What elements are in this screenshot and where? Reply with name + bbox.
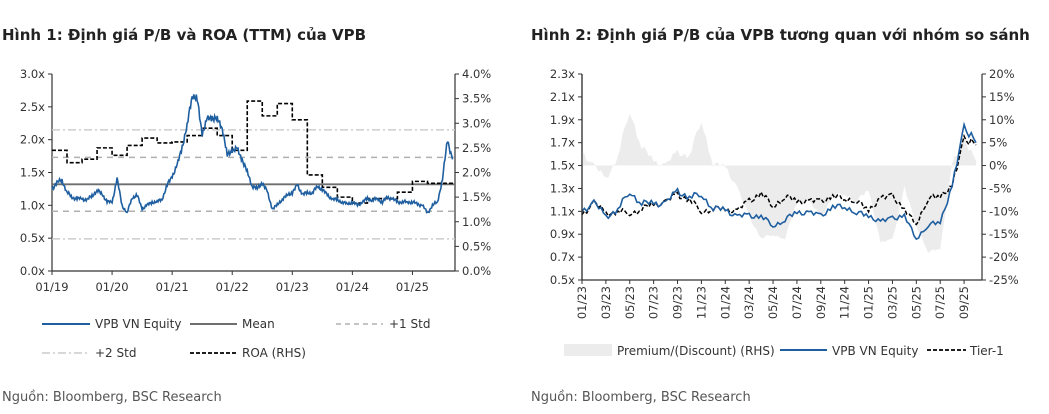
y-tick-label: 0.9x: [550, 227, 575, 241]
legend-label: Mean: [242, 317, 275, 331]
x-tick-label: 07/24: [790, 286, 804, 319]
y2-tick-label: 20%: [989, 67, 1015, 81]
y2-tick-label: 15%: [989, 90, 1015, 104]
legend-label: Tier-1: [969, 344, 1004, 358]
x-tick-label: 03/25: [885, 286, 899, 319]
y-tick-label: 1.1x: [550, 204, 575, 218]
x-tick-label: 05/23: [623, 286, 637, 319]
x-tick-label: 09/25: [957, 286, 971, 319]
x-tick-label: 01/24: [718, 286, 732, 319]
y2-tick-label: -20%: [989, 250, 1019, 264]
y2-tick-label: 10%: [989, 113, 1015, 127]
y2-tick-label: 3.5%: [462, 92, 491, 106]
x-tick-label: 01/24: [336, 280, 369, 294]
y-tick-label: 0.7x: [550, 250, 575, 264]
y2-tick-label: 2.5%: [462, 141, 491, 155]
tier1-line: [581, 133, 977, 226]
x-tick-label: 01/23: [575, 286, 589, 319]
chart2-source: Nguồn: Bloomberg, BSC Research: [531, 390, 751, 405]
y2-tick-label: -15%: [989, 227, 1019, 241]
vpb-pb-line: [581, 121, 977, 241]
y-tick-label: 1.9x: [550, 113, 575, 127]
y-tick-label: 1.7x: [550, 136, 575, 150]
x-tick-label: 01/20: [95, 280, 128, 294]
x-tick-label: 09/23: [671, 286, 685, 319]
x-tick-label: 09/24: [814, 286, 828, 319]
vpb-pb-line: [51, 94, 454, 214]
y2-tick-label: 3.0%: [462, 116, 491, 130]
x-tick-label: 03/23: [599, 286, 613, 319]
y2-tick-label: -10%: [989, 204, 1019, 218]
y-tick-label: 1.0x: [20, 198, 45, 212]
y-tick-label: 3.0x: [20, 67, 45, 81]
y2-tick-label: 5%: [989, 136, 1007, 150]
x-tick-label: 01/25: [862, 286, 876, 319]
chart2: 0.5x 0.7x 0.9x 1.1x 1.3x 1.5x 1.7x 1.9x 2.1x 2.3x…: [550, 67, 1019, 319]
x-tick-label: 01/23: [276, 280, 309, 294]
y2-tick-label: -5%: [989, 181, 1011, 195]
x-tick-label: 01/25: [396, 280, 429, 294]
y-tick-label: 2.5x: [20, 100, 45, 114]
premium-area: [582, 113, 977, 253]
y-tick-label: 0.5x: [20, 231, 45, 245]
y-tick-label: 0.5x: [550, 273, 575, 287]
x-tick-label: 11/24: [838, 286, 852, 319]
x-tick-label: 07/23: [647, 286, 661, 319]
x-tick-label: 01/19: [35, 280, 68, 294]
y2-tick-label: 0%: [989, 159, 1007, 173]
x-tick-label: 03/24: [742, 286, 756, 319]
y-tick-label: 2.3x: [550, 67, 575, 81]
y2-tick-label: -25%: [989, 273, 1019, 287]
y-tick-label: 2.1x: [550, 90, 575, 104]
x-tick-label: 01/22: [216, 280, 249, 294]
y2-tick-label: 1.0%: [462, 215, 491, 229]
y-tick-label: 1.5x: [550, 159, 575, 173]
legend-label: VPB VN Equity: [832, 344, 918, 358]
chart2-title: Hình 2: Định giá P/B của VPB tương quan …: [531, 26, 1030, 44]
y-tick-label: 0.0x: [20, 264, 45, 278]
y2-tick-label: 1.5%: [462, 190, 491, 204]
y-tick-label: 1.5x: [20, 166, 45, 180]
legend-label: ROA (RHS): [242, 346, 306, 360]
chart1-title: Hình 1: Định giá P/B và ROA (TTM) của VP…: [2, 26, 366, 44]
y2-tick-label: 4.0%: [462, 67, 491, 81]
legend-swatch-premium: [564, 344, 612, 356]
y2-tick-label: 2.0%: [462, 166, 491, 180]
legend-label: +1 Std: [389, 317, 430, 331]
legend-label: VPB VN Equity: [95, 317, 181, 331]
x-tick-label: 05/24: [766, 286, 780, 319]
chart1: 0.0x 0.5x 1.0x 1.5x 2.0x 2.5x 3.0x 0.0% 0.5% 1.0%…: [20, 67, 491, 294]
x-tick-label: 05/25: [909, 286, 923, 319]
legend-label: +2 Std: [95, 346, 136, 360]
y-tick-label: 2.0x: [20, 133, 45, 147]
chart1-source: Nguồn: Bloomberg, BSC Research: [2, 390, 222, 405]
legend-label: Premium/(Discount) (RHS): [617, 344, 775, 358]
y-tick-label: 1.3x: [550, 181, 575, 195]
chart2-legend: Premium/(Discount) (RHS) VPB VN Equity T…: [564, 344, 1004, 358]
x-tick-label: 07/25: [933, 286, 947, 319]
x-tick-label: 01/21: [156, 280, 189, 294]
chart1-legend: VPB VN Equity Mean +1 Std +2 Std ROA (RH…: [42, 317, 430, 360]
y2-tick-label: 0.0%: [462, 264, 491, 278]
y2-tick-label: 0.5%: [462, 239, 491, 253]
x-tick-label: 11/23: [694, 286, 708, 319]
